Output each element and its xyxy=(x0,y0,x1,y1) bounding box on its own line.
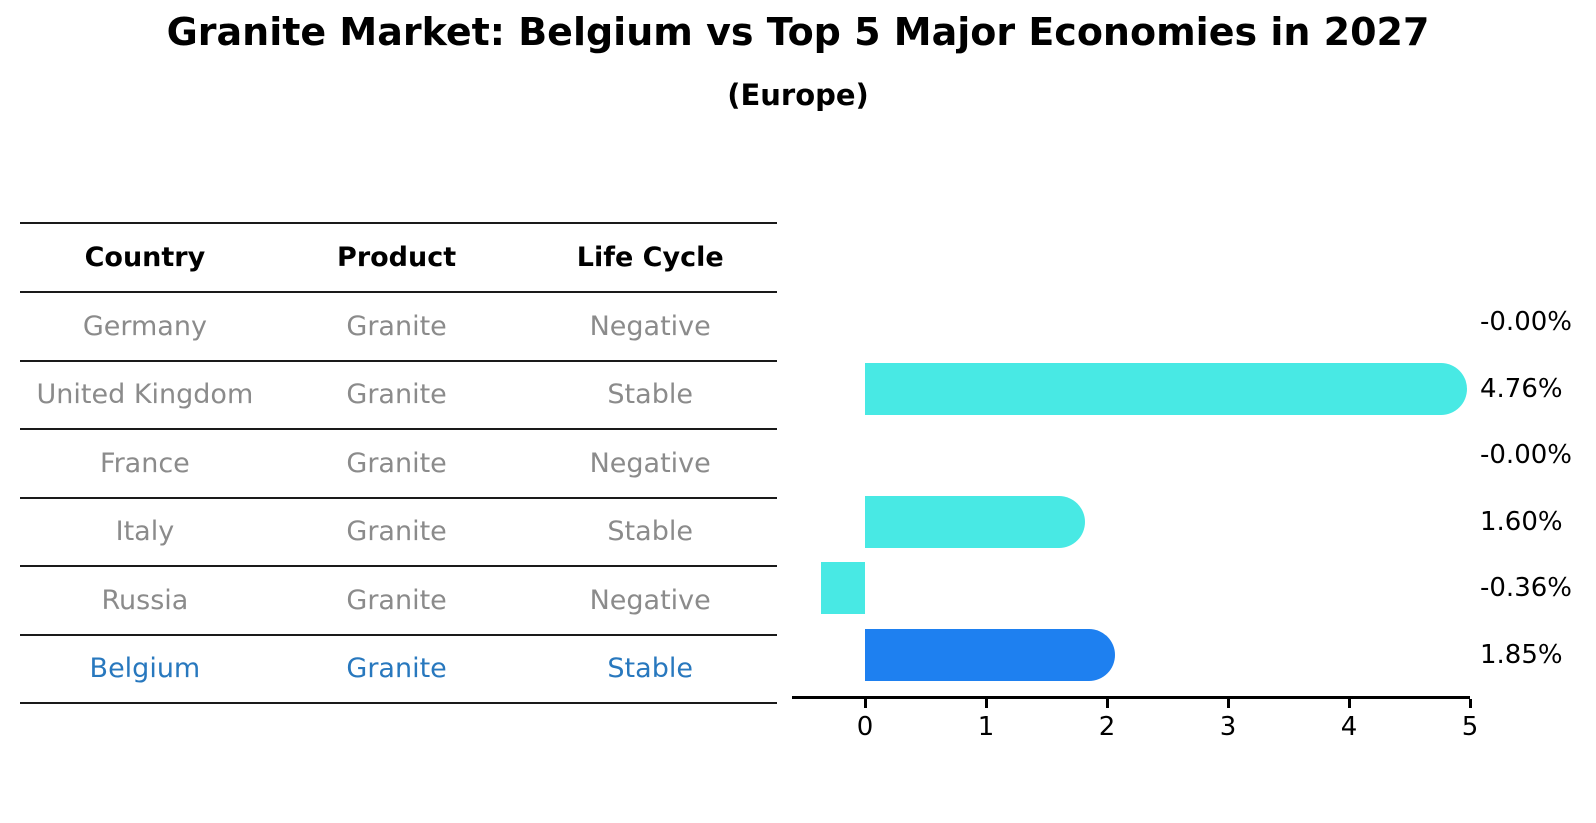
header-country: Country xyxy=(84,242,206,273)
table-row-france: France Granite Negative xyxy=(20,430,777,499)
x-tick-label-5: 5 xyxy=(1461,712,1479,742)
table-row-russia: Russia Granite Negative xyxy=(20,567,777,636)
bar-chart: -0.00% 4.76% -0.00% 1.60% -0.36% 1.85% 0 1 2 3 4 5 xyxy=(792,222,1596,782)
cell-product: Granite xyxy=(346,653,447,685)
cell-life-cycle: Negative xyxy=(589,310,711,342)
x-tick-label-4: 4 xyxy=(1340,712,1358,742)
x-tick-label-1: 1 xyxy=(977,712,995,742)
value-label-russia: -0.36% xyxy=(1480,573,1572,603)
cell-product: Granite xyxy=(346,310,447,342)
cell-life-cycle: Stable xyxy=(607,379,693,411)
value-label-italy: 1.60% xyxy=(1480,506,1563,537)
table-row-italy: Italy Granite Stable xyxy=(20,499,777,567)
value-label-belgium: 1.85% xyxy=(1480,639,1563,670)
cell-product: Granite xyxy=(346,379,447,411)
bar-united-kingdom xyxy=(865,362,1467,415)
table-header-row: Country Product Life Cycle xyxy=(20,224,777,293)
value-label-united-kingdom: 4.76% xyxy=(1480,373,1563,404)
cell-life-cycle: Stable xyxy=(607,653,693,685)
x-axis xyxy=(792,696,1470,699)
cell-country: Russia xyxy=(101,584,189,616)
cell-life-cycle: Negative xyxy=(589,447,711,479)
x-tick-2 xyxy=(1105,699,1109,708)
header-product: Product xyxy=(337,242,457,273)
cell-country: Belgium xyxy=(89,653,201,685)
cell-life-cycle: Negative xyxy=(589,584,711,616)
cell-life-cycle: Stable xyxy=(607,516,693,548)
value-label-germany: -0.00% xyxy=(1480,307,1572,337)
cell-product: Granite xyxy=(346,584,447,616)
cell-country: Italy xyxy=(115,516,175,548)
x-tick-1 xyxy=(984,699,988,708)
header-life-cycle: Life Cycle xyxy=(576,242,724,273)
bar-russia xyxy=(821,562,865,614)
cell-country: Germany xyxy=(82,310,207,342)
cell-product: Granite xyxy=(346,447,447,479)
table-row-belgium: Belgium Granite Stable xyxy=(20,636,777,704)
chart-title: Granite Market: Belgium vs Top 5 Major E… xyxy=(166,10,1430,54)
cell-country: United Kingdom xyxy=(36,379,254,411)
table-row-germany: Germany Granite Negative xyxy=(20,293,777,362)
cell-product: Granite xyxy=(346,516,447,548)
country-table: Country Product Life Cycle Germany Granite N… xyxy=(20,222,777,704)
x-tick-4 xyxy=(1347,699,1351,708)
x-tick-0 xyxy=(863,699,867,708)
x-tick-3 xyxy=(1226,699,1230,708)
bar-belgium xyxy=(865,628,1115,681)
bar-italy xyxy=(865,495,1085,548)
x-tick-label-2: 2 xyxy=(1098,712,1116,742)
chart-subtitle: (Europe) xyxy=(727,78,869,112)
x-tick-5 xyxy=(1468,699,1472,708)
x-tick-label-0: 0 xyxy=(856,712,874,742)
table-row-united-kingdom: United Kingdom Granite Stable xyxy=(20,362,777,430)
value-label-france: -0.00% xyxy=(1480,440,1572,470)
x-tick-label-3: 3 xyxy=(1219,712,1237,742)
cell-country: France xyxy=(100,447,190,479)
